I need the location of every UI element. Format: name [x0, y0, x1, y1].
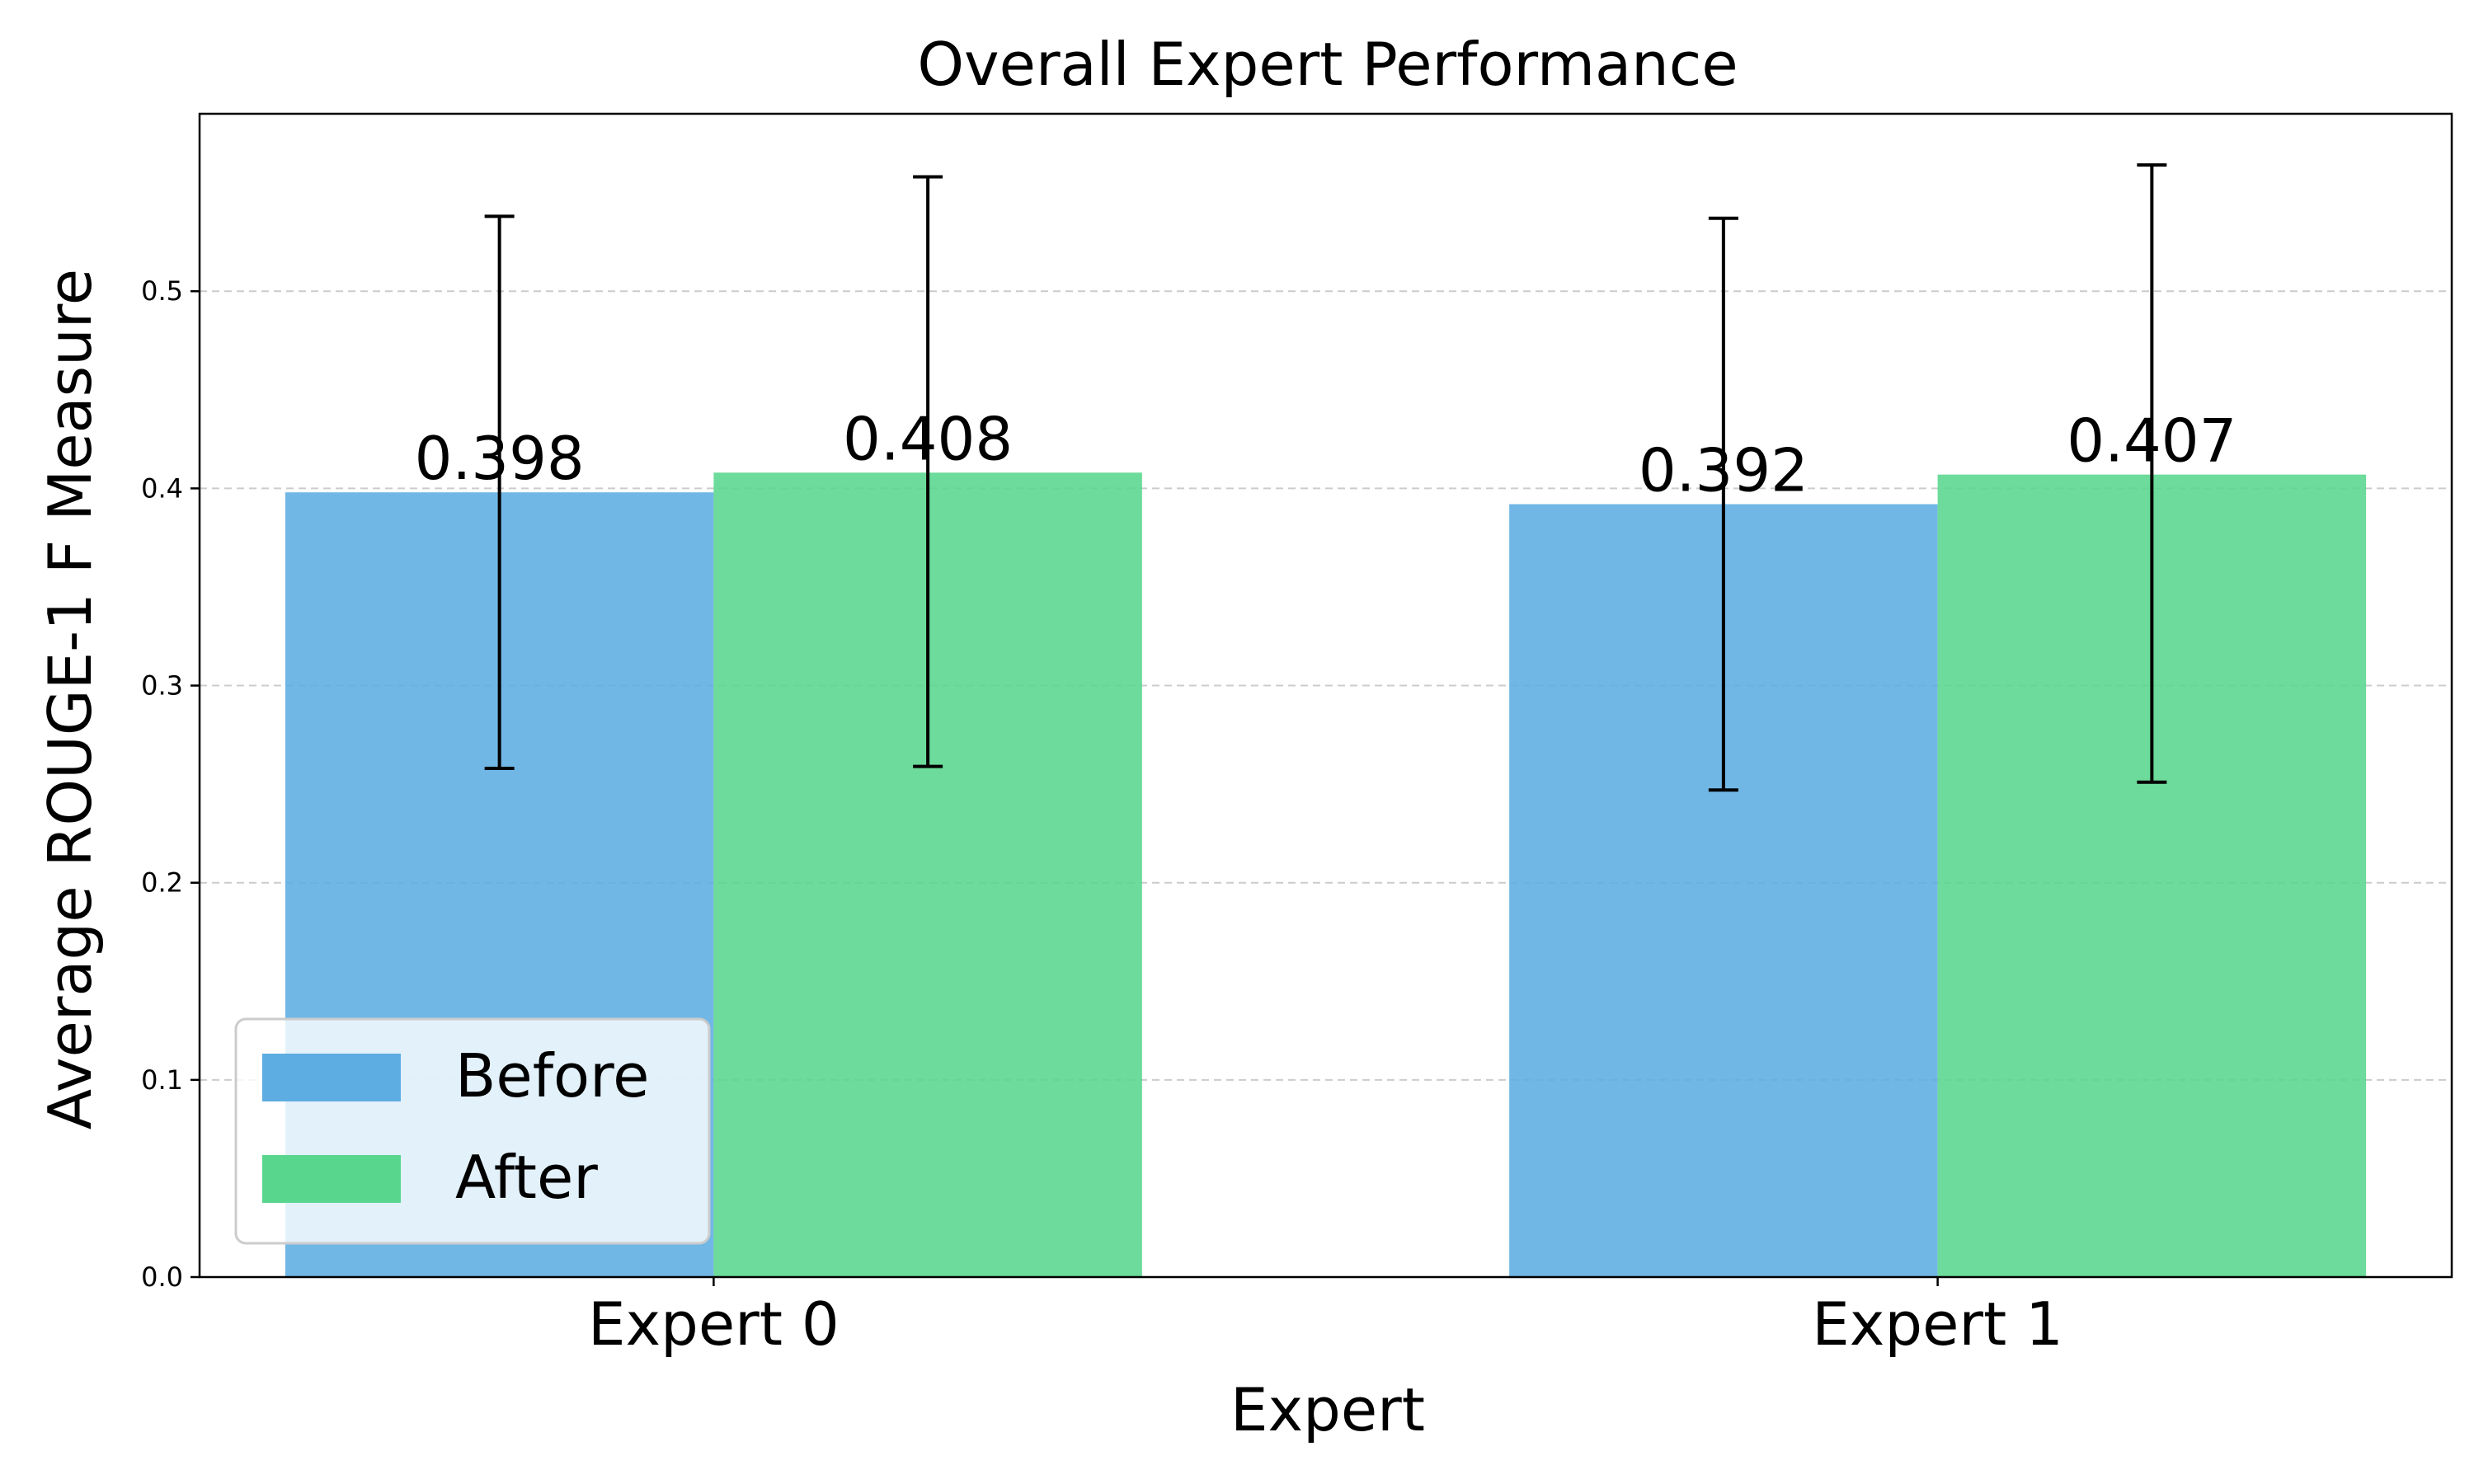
y-axis-label: Average ROUGE-1 F Measure: [35, 269, 105, 1129]
error-bars: [484, 163, 2167, 792]
value-label: 0.392: [1639, 436, 1808, 505]
y-tick-label: 0.5: [141, 275, 183, 307]
y-tick-label: 0.0: [141, 1261, 183, 1293]
x-tick-label: Expert 1: [1812, 1289, 2063, 1359]
chart-title: Overall Expert Performance: [917, 30, 1738, 99]
legend-swatch-after: [262, 1155, 401, 1203]
x-axis-ticks: Expert 0 Expert 1: [588, 1277, 2063, 1359]
plot-frame: [198, 112, 2453, 1279]
y-tick-label: 0.3: [141, 670, 183, 702]
legend-label: After: [455, 1143, 598, 1212]
y-tick-label: 0.2: [141, 867, 183, 899]
legend-label: Before: [455, 1041, 649, 1111]
y-tick-label: 0.4: [141, 472, 183, 504]
value-label: 0.407: [2067, 406, 2236, 476]
x-axis-label: Expert: [1230, 1375, 1425, 1444]
value-label: 0.398: [415, 424, 585, 493]
x-tick-label: Expert 0: [588, 1289, 840, 1359]
legend-swatch-before: [262, 1054, 401, 1101]
value-label: 0.408: [843, 404, 1013, 473]
y-tick-label: 0.1: [141, 1064, 183, 1096]
y-axis-ticks: 0.0 0.1 0.2 0.3 0.4 0.5: [141, 275, 200, 1293]
legend: Before After: [234, 1017, 711, 1245]
value-labels: 0.398 0.392 0.408 0.407: [415, 404, 2237, 505]
